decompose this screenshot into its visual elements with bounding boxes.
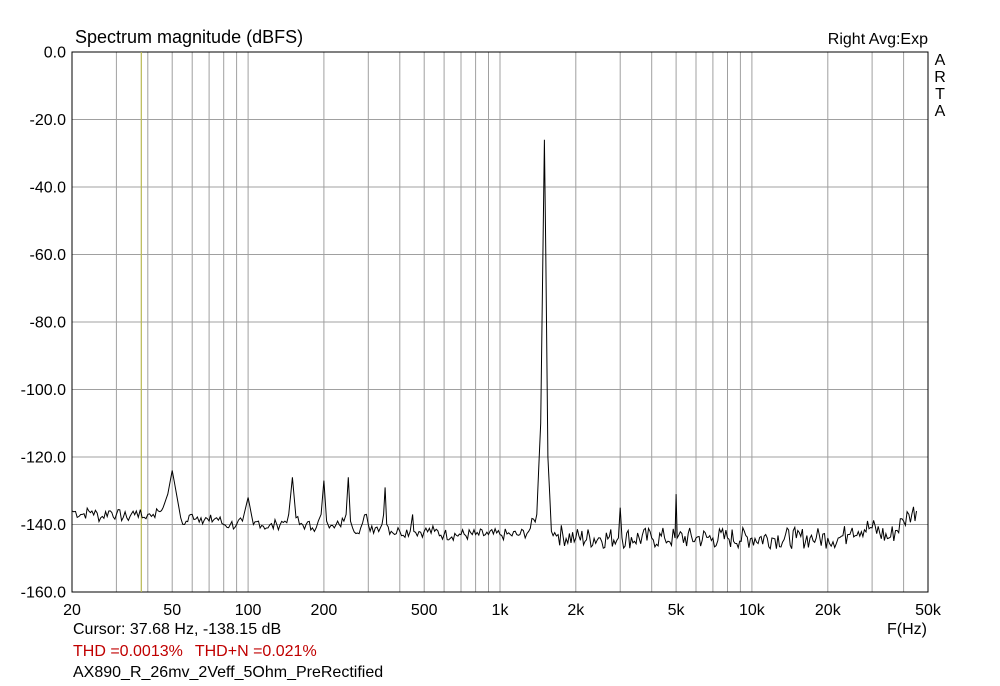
chart-title: Spectrum magnitude (dBFS) bbox=[75, 27, 303, 48]
spectrum-trace-group bbox=[72, 140, 917, 549]
x-tick-label: 5k bbox=[668, 602, 686, 619]
x-tick-label: 20k bbox=[815, 602, 842, 619]
brand-letter: A bbox=[933, 103, 947, 120]
arta-brand-label: A R T A bbox=[933, 52, 947, 120]
brand-letter: R bbox=[933, 69, 947, 86]
grid-lines bbox=[72, 52, 928, 592]
brand-letter: T bbox=[933, 86, 947, 103]
x-axis-tick-labels: 20 50 100 200 500 1k 2k 5k 10k 20k 50k bbox=[63, 602, 942, 619]
thd-value: THD =0.0013% bbox=[73, 643, 183, 660]
y-tick-label: -100.0 bbox=[21, 382, 66, 399]
thdn-value: THD+N =0.021% bbox=[195, 643, 317, 660]
measurement-filename: AX890_R_26mv_2Veff_5Ohm_PreRectified bbox=[73, 664, 383, 682]
x-tick-label: 20 bbox=[63, 602, 81, 619]
y-tick-label: -120.0 bbox=[21, 450, 66, 467]
x-tick-label: 100 bbox=[235, 602, 262, 619]
y-tick-label: -160.0 bbox=[21, 585, 66, 602]
x-tick-label: 50 bbox=[163, 602, 181, 619]
x-tick-label: 2k bbox=[567, 602, 585, 619]
x-tick-label: 200 bbox=[311, 602, 338, 619]
cursor-readout: Cursor: 37.68 Hz, -138.15 dB bbox=[73, 621, 281, 639]
averaging-mode-label: Right Avg:Exp bbox=[828, 31, 928, 49]
x-tick-label: 1k bbox=[492, 602, 510, 619]
y-tick-label: -140.0 bbox=[21, 517, 66, 534]
distortion-readout: THD =0.0013% THD+N =0.021% bbox=[73, 643, 317, 661]
y-tick-label: -80.0 bbox=[30, 315, 67, 332]
x-axis-label: F(Hz) bbox=[887, 621, 927, 639]
y-tick-label: -60.0 bbox=[30, 247, 67, 264]
y-tick-label: 0.0 bbox=[44, 45, 66, 62]
y-tick-label: -40.0 bbox=[30, 180, 67, 197]
y-tick-label: -20.0 bbox=[30, 112, 67, 129]
y-axis-tick-labels: 0.0 -20.0 -40.0 -60.0 -80.0 -100.0 -120.0 -140.… bbox=[21, 45, 66, 602]
x-tick-label: 50k bbox=[915, 602, 942, 619]
brand-letter: A bbox=[933, 52, 947, 69]
x-tick-label: 10k bbox=[739, 602, 766, 619]
x-tick-label: 500 bbox=[411, 602, 438, 619]
spectrum-trace bbox=[72, 140, 917, 549]
